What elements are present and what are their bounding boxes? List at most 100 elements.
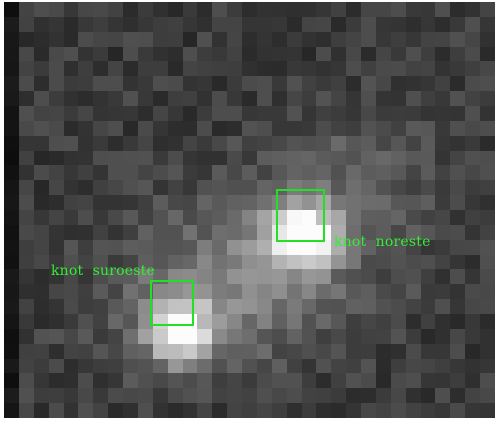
image-pixel — [78, 373, 94, 389]
image-pixel — [48, 195, 64, 210]
image-pixel — [361, 254, 376, 270]
image-pixel — [123, 373, 138, 389]
image-pixel — [4, 76, 19, 92]
image-pixel — [331, 120, 347, 136]
image-pixel — [405, 388, 421, 404]
image-pixel — [256, 135, 272, 151]
image-pixel — [18, 373, 34, 389]
image-pixel — [167, 31, 183, 47]
image-pixel — [182, 328, 198, 344]
image-pixel — [93, 388, 109, 404]
image-pixel — [361, 358, 376, 374]
image-pixel — [33, 388, 49, 404]
image-pixel — [256, 105, 272, 121]
image-pixel — [361, 165, 376, 181]
image-pixel — [435, 209, 451, 225]
image-pixel — [465, 76, 481, 92]
image-pixel — [18, 209, 34, 225]
image-pixel — [361, 269, 376, 285]
image-pixel — [123, 239, 138, 255]
image-pixel — [227, 209, 243, 225]
image-pixel — [286, 358, 302, 374]
image-pixel — [63, 105, 79, 121]
image-pixel — [390, 31, 406, 47]
image-pixel — [361, 135, 376, 151]
image-pixel — [390, 209, 406, 225]
image-pixel — [33, 150, 49, 166]
image-pixel — [212, 2, 228, 17]
image-pixel — [93, 373, 109, 389]
image-pixel — [242, 254, 257, 270]
image-pixel — [108, 299, 124, 314]
image-pixel — [212, 239, 228, 255]
image-pixel — [152, 135, 168, 151]
image-pixel — [78, 239, 94, 255]
image-pixel — [420, 373, 436, 389]
image-pixel — [405, 358, 421, 374]
image-pixel — [450, 76, 466, 92]
image-pixel — [4, 2, 19, 17]
image-pixel — [197, 343, 213, 359]
image-pixel — [93, 91, 109, 106]
image-pixel — [301, 254, 317, 270]
image-pixel — [361, 150, 376, 166]
image-pixel — [331, 254, 347, 270]
image-pixel — [346, 239, 362, 255]
image-pixel — [316, 165, 332, 181]
image-pixel — [256, 254, 272, 270]
image-pixel — [227, 328, 243, 344]
image-pixel — [48, 224, 64, 240]
image-pixel — [465, 343, 481, 359]
image-pixel — [4, 284, 19, 300]
image-pixel — [390, 388, 406, 404]
image-pixel — [227, 91, 243, 106]
image-pixel — [33, 343, 49, 359]
image-pixel — [256, 46, 272, 62]
image-pixel — [316, 269, 332, 285]
image-pixel — [331, 180, 347, 196]
image-pixel — [420, 269, 436, 285]
image-pixel — [286, 120, 302, 136]
image-pixel — [465, 224, 481, 240]
image-pixel — [242, 299, 257, 314]
image-pixel — [480, 46, 495, 62]
image-pixel — [390, 195, 406, 210]
image-pixel — [212, 16, 228, 32]
image-pixel — [375, 150, 391, 166]
image-pixel — [108, 239, 124, 255]
image-pixel — [167, 299, 183, 314]
image-pixel — [182, 358, 198, 374]
image-pixel — [435, 269, 451, 285]
image-pixel — [390, 254, 406, 270]
image-pixel — [242, 224, 257, 240]
image-pixel — [93, 403, 109, 418]
image-pixel — [301, 373, 317, 389]
image-pixel — [420, 120, 436, 136]
image-pixel — [331, 76, 347, 92]
image-pixel — [4, 358, 19, 374]
image-pixel — [4, 120, 19, 136]
image-pixel — [435, 180, 451, 196]
image-pixel — [480, 31, 495, 47]
image-pixel — [197, 373, 213, 389]
image-pixel — [301, 76, 317, 92]
image-pixel — [390, 343, 406, 359]
image-pixel — [301, 16, 317, 32]
image-pixel — [480, 135, 495, 151]
image-pixel — [93, 105, 109, 121]
image-pixel — [93, 299, 109, 314]
image-pixel — [316, 120, 332, 136]
image-pixel — [420, 209, 436, 225]
image-pixel — [271, 388, 287, 404]
image-pixel — [227, 254, 243, 270]
image-pixel — [212, 105, 228, 121]
image-pixel — [227, 31, 243, 47]
image-pixel — [137, 180, 153, 196]
image-pixel — [212, 46, 228, 62]
image-pixel — [182, 31, 198, 47]
image-pixel — [256, 180, 272, 196]
image-pixel — [212, 358, 228, 374]
image-pixel — [420, 195, 436, 210]
image-pixel — [346, 31, 362, 47]
image-pixel — [78, 269, 94, 285]
